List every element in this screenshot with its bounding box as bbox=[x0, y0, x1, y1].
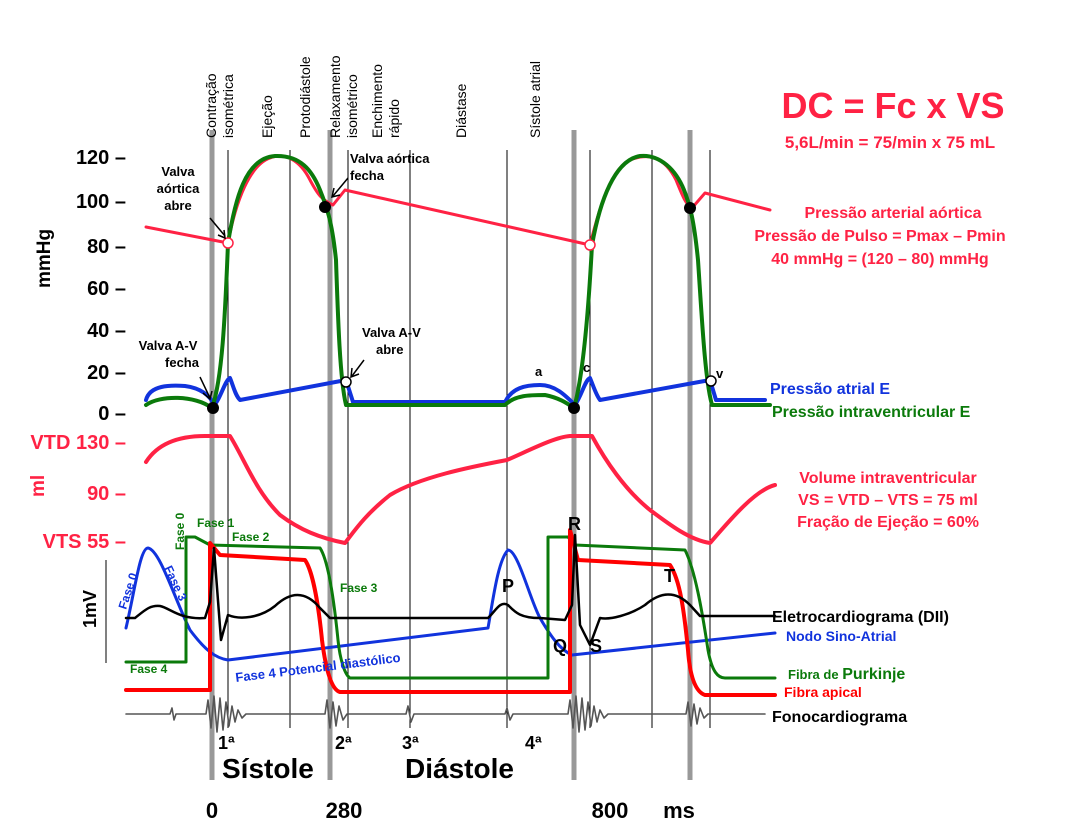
av-close-marker bbox=[207, 402, 219, 414]
apical-curve bbox=[124, 528, 777, 697]
phase-label-protodiastole: Protodiástole bbox=[297, 56, 313, 138]
pressure-tick: 80 – bbox=[87, 236, 126, 258]
phase-label-enchimento: Enchimentorápido bbox=[369, 64, 402, 138]
pressure-axis-ticks: 120 – 100 – 80 – 60 – 40 – 20 – 0 – bbox=[76, 147, 126, 425]
time-280: 280 bbox=[326, 798, 363, 823]
atrial-pressure-curve bbox=[144, 376, 767, 407]
pulse-pressure-formula: Pressão de Pulso = Pmax – Pmin bbox=[754, 228, 1005, 245]
fase2-label: Fase 2 bbox=[232, 530, 270, 544]
formula-values: 5,6L/min = 75/min x 75 mL bbox=[785, 133, 995, 152]
cycle-marker-lines bbox=[209, 130, 693, 780]
aortic-open-marker-2 bbox=[584, 239, 596, 251]
wave-c-label: c bbox=[583, 360, 590, 375]
valve-markers bbox=[207, 201, 717, 414]
phase-label-relaxamento: Relaxamentoisométrico bbox=[327, 55, 360, 138]
ecg-q-label: Q bbox=[553, 636, 567, 656]
purkinje-label: Fibra de Purkinje bbox=[788, 666, 905, 683]
fase1-label: Fase 1 bbox=[197, 516, 235, 530]
aortic-close-marker-2 bbox=[684, 202, 696, 214]
fase4-green-label: Fase 4 bbox=[130, 662, 168, 676]
diastole-label: Diástole bbox=[405, 753, 514, 784]
aortic-pressure-label: Pressão arterial aórtica bbox=[805, 205, 982, 222]
heart-sound-3: 3ª bbox=[402, 733, 419, 753]
pressure-tick: 20 – bbox=[87, 362, 126, 384]
volume-axis-ticks: VTD 130 – 90 – VTS 55 – bbox=[30, 432, 126, 553]
systole-label: Sístole bbox=[222, 753, 314, 784]
aortic-pressure-curve bbox=[144, 154, 772, 247]
volume-axis-unit: ml bbox=[28, 475, 49, 497]
volume-curve bbox=[144, 434, 777, 545]
av-open-marker bbox=[340, 376, 352, 388]
volume-tick-90: 90 – bbox=[87, 483, 126, 505]
time-0: 0 bbox=[206, 798, 218, 823]
ventricular-pressure-label: Pressão intraventricular E bbox=[772, 404, 971, 421]
av-close-marker-2 bbox=[568, 402, 580, 414]
ecg-t-label: T bbox=[664, 566, 675, 586]
time-unit: ms bbox=[663, 798, 695, 823]
heart-sound-2: 2ª bbox=[335, 733, 352, 753]
ventricular-pressure-curve bbox=[144, 153, 772, 410]
phase-labels: Contraçãoisométrica Ejeção Protodiástole… bbox=[203, 55, 543, 138]
pressure-tick: 100 – bbox=[76, 191, 126, 213]
wave-a-label: a bbox=[535, 364, 543, 379]
sa-node-curve bbox=[124, 546, 777, 662]
pressure-tick: 120 – bbox=[76, 147, 126, 169]
ecg-label: Eletrocardiograma (DII) bbox=[772, 609, 949, 626]
aortic-legend: Pressão arterial aórtica Pressão de Puls… bbox=[754, 205, 1005, 268]
volume-title: Volume intraventricular bbox=[799, 470, 977, 487]
pressure-axis-unit: mmHg bbox=[34, 229, 55, 288]
heart-sound-1: 1ª bbox=[218, 733, 235, 753]
heart-sound-4: 4ª bbox=[525, 733, 542, 753]
pressure-tick: 60 – bbox=[87, 278, 126, 300]
formula-title: DC = Fc x VS bbox=[781, 85, 1004, 126]
aortic-open-label: Valva aórtica abre bbox=[157, 164, 200, 213]
fase0-blue-label: Fase 0 bbox=[116, 571, 141, 611]
ecg-p-label: P bbox=[502, 576, 514, 596]
volume-legend: Volume intraventricular VS = VTD – VTS =… bbox=[797, 470, 979, 531]
av-close-label: Valva A-V fecha bbox=[139, 338, 200, 370]
aortic-close-marker bbox=[319, 201, 331, 213]
volume-vs: VS = VTD – VTS = 75 ml bbox=[798, 492, 978, 509]
curves bbox=[124, 153, 777, 733]
volume-fe: Fração de Ejeção = 60% bbox=[797, 514, 979, 531]
aortic-open-marker bbox=[222, 237, 234, 249]
mv-label: 1mV bbox=[80, 590, 100, 628]
fase0-green-label: Fase 0 bbox=[173, 512, 187, 550]
time-800: 800 bbox=[592, 798, 629, 823]
phonocardiogram-label: Fonocardiograma bbox=[772, 709, 907, 726]
wave-v-label: v bbox=[716, 366, 724, 381]
heart-sound-labels: 1ª 2ª 3ª 4ª bbox=[218, 733, 542, 753]
sa-node-label: Nodo Sino-Atrial bbox=[786, 628, 896, 644]
action-potential-labels: Fase 0 Fase 3 Fase 4 Potencial diastólic… bbox=[116, 512, 402, 685]
volume-tick-vts: VTS 55 – bbox=[43, 531, 126, 553]
ecg-wave-labels: P R Q S T bbox=[502, 514, 675, 656]
volume-tick-vtd: VTD 130 – bbox=[30, 432, 126, 454]
purkinje-curve bbox=[124, 535, 777, 680]
atrial-pressure-label: Pressão atrial E bbox=[770, 381, 890, 398]
phase-label-diastase: Diástase bbox=[453, 83, 469, 138]
phase-divider-lines bbox=[227, 150, 711, 728]
av-open-label: Valva A-V abre bbox=[362, 325, 421, 357]
av-open-marker-2 bbox=[705, 375, 717, 387]
phonocardiogram-curve bbox=[125, 695, 766, 733]
ecg-r-label: R bbox=[568, 514, 581, 534]
pressure-tick: 0 – bbox=[98, 403, 126, 425]
annotation-arrows bbox=[199, 177, 365, 401]
fase3-green-label: Fase 3 bbox=[340, 581, 378, 595]
aortic-close-label: Valva aórtica fecha bbox=[350, 151, 430, 183]
ecg-s-label: S bbox=[590, 636, 602, 656]
phase-label-ejecao: Ejeção bbox=[259, 95, 275, 138]
phase-label-sistole-atrial: Sístole atrial bbox=[527, 61, 543, 138]
pressure-tick: 40 – bbox=[87, 320, 126, 342]
ecg-curve bbox=[124, 533, 777, 647]
phase-label-contracao: Contraçãoisométrica bbox=[203, 73, 236, 138]
pulse-pressure-values: 40 mmHg = (120 – 80) mmHg bbox=[771, 251, 988, 268]
time-axis: 0 280 800 ms bbox=[206, 798, 695, 823]
apical-label: Fibra apical bbox=[784, 684, 862, 700]
valve-annotations: Valva aórtica abre Valva aórtica fecha Valv… bbox=[139, 151, 724, 381]
